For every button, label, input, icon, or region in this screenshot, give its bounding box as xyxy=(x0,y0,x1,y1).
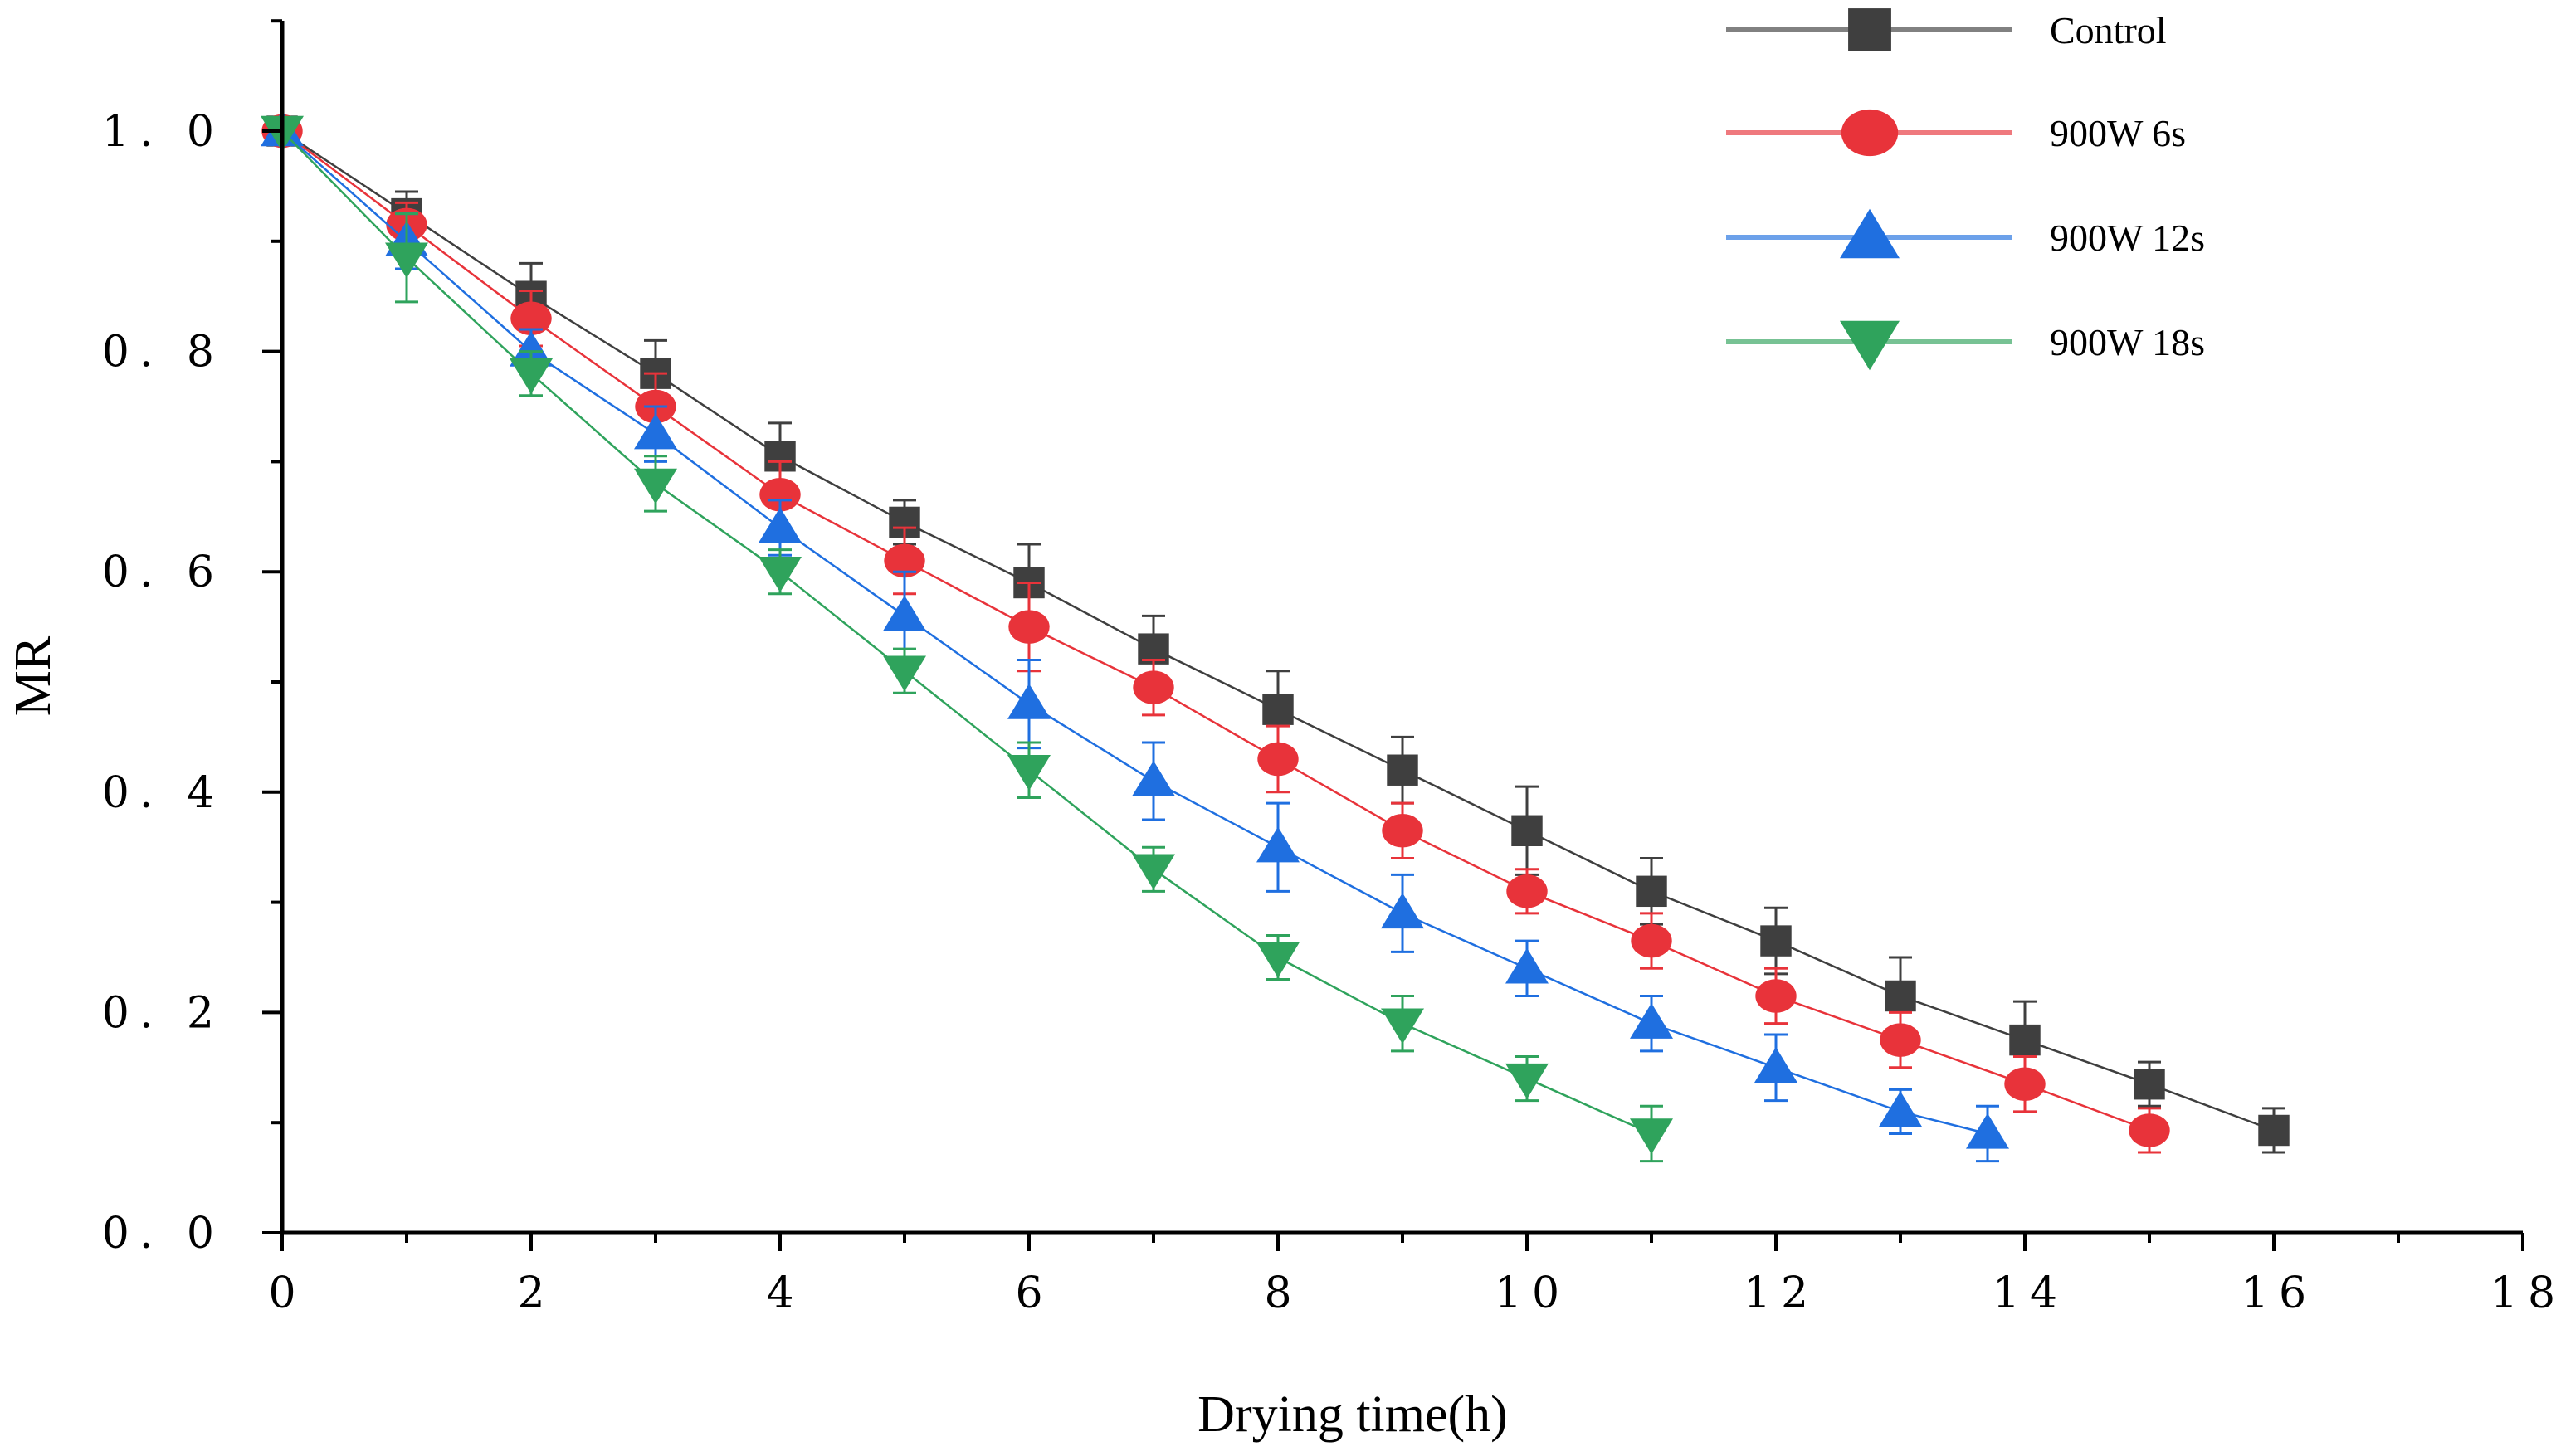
data-point xyxy=(1755,979,1797,1013)
x-tick-label: 8 xyxy=(1264,1269,1301,1318)
series-line xyxy=(281,130,1652,1135)
series-2 xyxy=(261,110,2009,1163)
data-point xyxy=(1630,1002,1673,1039)
legend-label: Control xyxy=(2050,9,2167,51)
legend-item: Control xyxy=(1726,8,2167,51)
data-point xyxy=(1381,893,1424,929)
data-point xyxy=(510,358,553,394)
data-point xyxy=(1880,1023,1921,1057)
data-point xyxy=(884,543,925,578)
data-point xyxy=(1256,826,1300,863)
x-tick-label: 10 xyxy=(1495,1269,1569,1318)
x-tick-label: 16 xyxy=(2241,1269,2316,1318)
data-point xyxy=(1387,754,1418,786)
x-tick-label: 18 xyxy=(2490,1269,2556,1318)
y-tick-label: 0. 0 xyxy=(102,1209,224,1259)
x-tick-label: 2 xyxy=(517,1269,554,1318)
data-point xyxy=(759,507,802,543)
data-point xyxy=(1511,815,1543,846)
legend-marker xyxy=(1840,320,1900,371)
data-point xyxy=(1007,683,1051,719)
ticks: 0 2 4 6 8 10 12 14 16 18 0. 0 0. 2 0. 4 0. 6 0. 8 1. 0 xyxy=(102,19,2556,1318)
legend-marker xyxy=(1840,208,1900,259)
data-point xyxy=(1257,742,1299,777)
legend-marker xyxy=(1848,8,1891,51)
x-tick-label: 14 xyxy=(1993,1269,2067,1318)
series-0 xyxy=(266,115,2290,1154)
data-point xyxy=(1133,670,1174,704)
legend-item: 900W 6s xyxy=(1726,109,2186,157)
data-point xyxy=(634,468,677,504)
legend: Control 900W 6s 900W 12s 900W 18s xyxy=(1726,8,2205,371)
x-tick-label: 6 xyxy=(1015,1269,1052,1318)
data-point xyxy=(1505,947,1549,984)
data-point xyxy=(634,413,677,450)
data-point xyxy=(1879,1091,1922,1127)
y-tick-label: 0. 8 xyxy=(102,328,224,377)
series-line xyxy=(281,130,2150,1132)
data-point xyxy=(1630,1118,1673,1155)
data-point xyxy=(1636,875,1667,908)
data-point xyxy=(2009,1024,2041,1056)
data-point xyxy=(883,655,926,692)
data-point xyxy=(1506,874,1548,908)
data-point xyxy=(1132,760,1175,796)
data-point xyxy=(1262,694,1294,725)
data-point xyxy=(1008,610,1050,644)
data-point xyxy=(1382,814,1423,848)
series-1 xyxy=(261,114,2170,1154)
data-point xyxy=(1760,925,1792,957)
series-3 xyxy=(261,115,1673,1163)
data-point xyxy=(1256,942,1300,978)
data-point xyxy=(2004,1067,2046,1101)
legend-item: 900W 12s xyxy=(1726,208,2205,259)
data-point xyxy=(1885,980,1916,1012)
data-point xyxy=(759,477,801,512)
x-tick-label: 12 xyxy=(1744,1269,1818,1318)
legend-label: 900W 6s xyxy=(2050,112,2186,154)
data-point xyxy=(1505,1063,1549,1099)
data-point xyxy=(510,330,553,367)
data-point xyxy=(1381,1008,1424,1045)
data-point xyxy=(883,595,926,631)
x-tick-label: 0 xyxy=(268,1269,305,1318)
data-point xyxy=(1631,923,1672,958)
data-point xyxy=(1966,1113,2009,1149)
legend-item: 900W 18s xyxy=(1726,320,2205,371)
legend-marker xyxy=(1841,109,1899,157)
data-point xyxy=(1132,854,1175,890)
data-point xyxy=(1754,1047,1797,1083)
y-tick-label: 0. 2 xyxy=(102,988,224,1038)
data-point xyxy=(759,557,802,592)
y-tick-label: 0. 4 xyxy=(102,768,224,818)
y-tick-label: 1. 0 xyxy=(102,107,224,157)
x-tick-label: 4 xyxy=(766,1269,803,1318)
data-point xyxy=(2134,1069,2165,1100)
data-point xyxy=(2129,1113,2170,1147)
data-point xyxy=(510,301,552,336)
legend-label: 900W 12s xyxy=(2050,217,2205,259)
data-point xyxy=(1007,755,1051,791)
x-axis-title: Drying time(h) xyxy=(1198,1386,1508,1443)
data-point xyxy=(385,242,428,279)
series-layer xyxy=(261,110,2290,1163)
data-point xyxy=(2258,1114,2290,1147)
legend-label: 900W 18s xyxy=(2050,321,2205,363)
y-axis-title: MR xyxy=(5,635,61,716)
y-tick-label: 0. 6 xyxy=(102,548,224,597)
